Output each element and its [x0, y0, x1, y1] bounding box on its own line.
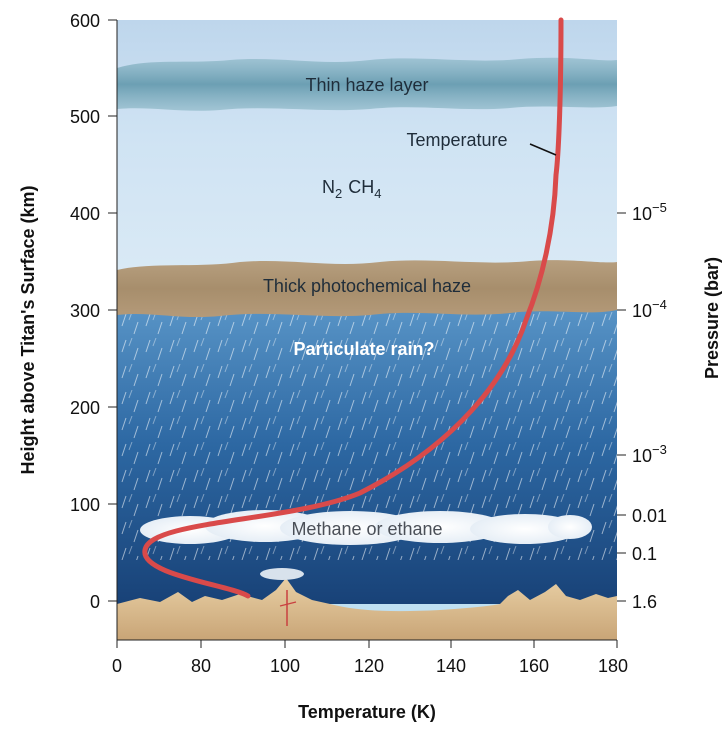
right-axis-title: Pressure (bar): [702, 257, 722, 379]
lightning-mark-2: [279, 601, 297, 607]
temperature-leader-line: [529, 143, 557, 156]
x-axis-title: Temperature (K): [298, 702, 436, 722]
gas-n-sub: 2: [335, 186, 342, 201]
pressure-tick: 10−3: [632, 442, 667, 466]
height-tick: 200: [70, 398, 100, 418]
gas-n: N: [322, 177, 335, 197]
temp-tick: 80: [191, 656, 211, 676]
gas-ch: CH: [348, 177, 374, 197]
surface-lake: [330, 604, 500, 612]
height-tick: 500: [70, 107, 100, 127]
thin-haze-band: [117, 57, 617, 111]
pressure-tick: 0.1: [632, 544, 657, 564]
small-cloud: [260, 568, 304, 580]
temperature-curve: [142, 17, 564, 599]
gas-ch-sub: 4: [374, 186, 381, 201]
temperature-tick-labels: 0 80 100 120 140 160 180: [112, 656, 628, 676]
height-tick: 100: [70, 495, 100, 515]
gas-label: N2 CH4: [322, 177, 381, 201]
thick-haze-band: [117, 260, 617, 318]
temp-tick: 180: [598, 656, 628, 676]
axis-lines: [108, 19, 626, 648]
height-tick: 300: [70, 301, 100, 321]
atmosphere-background: [117, 20, 617, 640]
temperature-label: Temperature: [406, 130, 507, 150]
height-tick: 400: [70, 204, 100, 224]
temp-tick: 120: [354, 656, 384, 676]
pressure-tick-labels: 10−5 10−4 10−3 0.01 0.1 1.6: [632, 200, 667, 612]
temp-tick: 140: [436, 656, 466, 676]
temp-tick: 0: [112, 656, 122, 676]
pressure-tick: 0.01: [632, 506, 667, 526]
height-tick: 0: [90, 592, 100, 612]
temp-tick: 160: [519, 656, 549, 676]
temp-tick: 100: [270, 656, 300, 676]
pressure-tick: 1.6: [632, 592, 657, 612]
thin-haze-label: Thin haze layer: [305, 75, 428, 95]
height-tick: 600: [70, 11, 100, 31]
height-tick-labels: 600 500 400 300 200 100 0: [70, 11, 100, 612]
pressure-tick: 10−4: [632, 297, 667, 321]
left-axis-title: Height above Titan's Surface (km): [18, 185, 38, 474]
thick-haze-label: Thick photochemical haze: [263, 276, 471, 296]
rain-label: Particulate rain?: [293, 339, 434, 359]
clouds-label: Methane or ethane: [291, 519, 442, 539]
pressure-tick: 10−5: [632, 200, 667, 224]
